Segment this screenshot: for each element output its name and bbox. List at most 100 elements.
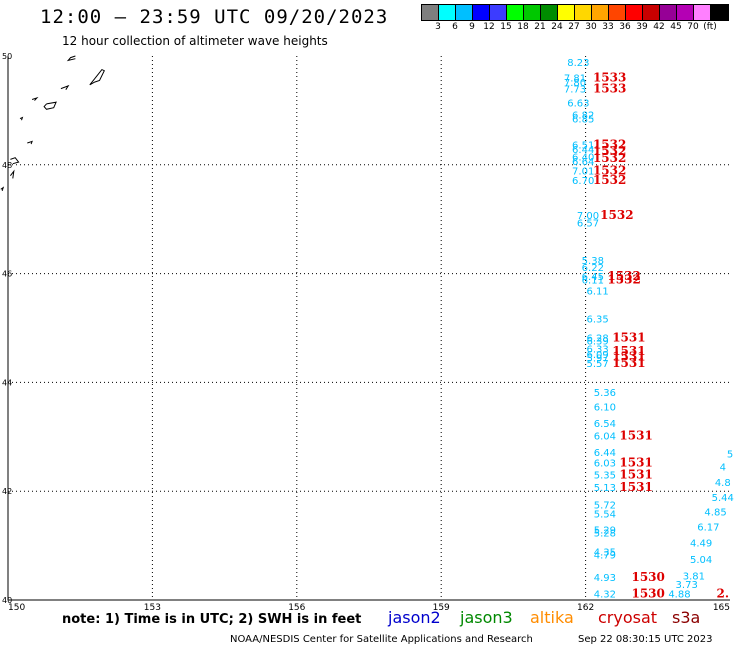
- color-scale-label: 42: [653, 22, 665, 32]
- pass-time-value: 1532: [607, 269, 640, 283]
- wave-height-value: 6.45: [582, 272, 604, 283]
- wave-height-value: 5: [727, 449, 733, 460]
- wave-height-value: 6.35: [587, 315, 609, 326]
- island-outline: [60, 84, 70, 90]
- color-scale-swatch: [626, 5, 643, 20]
- map-frame: [7, 56, 730, 601]
- lat-tick-label: 42: [2, 487, 12, 496]
- pass-time-value: 1532: [600, 208, 633, 222]
- color-scale-swatch: [694, 5, 711, 20]
- wave-height-value: 5.54: [594, 509, 616, 520]
- wave-height-value: 6.44: [572, 145, 594, 156]
- color-scale-swatch: [575, 5, 592, 20]
- lon-tick-label: 150: [8, 603, 25, 613]
- color-scale-label: 21: [534, 22, 546, 32]
- color-scale-label: 33: [602, 22, 614, 32]
- tick-labels: 150 153 156 159 162 165 50 48 46 44 42 40: [2, 52, 730, 613]
- satellite-label: s3a: [672, 608, 701, 627]
- color-scale-swatch: [490, 5, 507, 20]
- grid-layer: [8, 56, 730, 600]
- island-outline: [89, 68, 105, 86]
- generated-timestamp: Sep 22 08:30:15 UTC 2023: [578, 634, 713, 645]
- pass-time-value: 1530: [631, 586, 664, 600]
- lon-tick-label: 165: [713, 603, 730, 613]
- color-scale-swatch: [711, 5, 728, 20]
- pass-time-value: 1530: [631, 570, 664, 584]
- color-scale-label: 15: [500, 22, 512, 32]
- lon-tick-label: 162: [577, 603, 594, 613]
- wave-height-value: 8.23: [567, 58, 589, 69]
- lat-tick-label: 48: [2, 161, 12, 170]
- wave-height-value: 6.11: [582, 275, 604, 286]
- wave-height-value: 4.88: [668, 589, 690, 600]
- page-title: 12:00 – 23:59 UTC 09/20/2023: [40, 6, 389, 28]
- wave-height-value: 7.80: [564, 78, 586, 89]
- island-outline: [19, 116, 24, 121]
- credit-text: NOAA/NESDIS Center for Satellite Applica…: [230, 634, 533, 645]
- color-scale-swatch: [473, 5, 490, 20]
- color-scale-label: 6: [452, 22, 458, 32]
- wave-height-value: 6.39: [587, 336, 609, 347]
- pass-time-labels: 1533153315321532153215321532153215321532…: [593, 71, 729, 601]
- island-outline: [0, 186, 5, 192]
- wave-height-value: 4.49: [690, 539, 712, 550]
- color-scale-label: 9: [469, 22, 475, 32]
- footer-note: note: 1) Time is in UTC; 2) SWH is in fe…: [62, 612, 362, 627]
- pass-time-value: 1531: [612, 356, 645, 370]
- pass-time-value: 1532: [593, 144, 626, 158]
- pass-time-value: 1531: [612, 344, 645, 358]
- pass-time-value: 1532: [607, 272, 640, 286]
- wave-height-value: 6.28: [587, 334, 609, 345]
- color-scale-swatch: [609, 5, 626, 20]
- lon-tick-label: 159: [433, 603, 450, 613]
- pass-time-value: 1532: [593, 137, 626, 151]
- island-outline: [27, 140, 33, 145]
- wave-height-value: 6.40: [572, 152, 594, 163]
- color-scale-swatch: [643, 5, 660, 20]
- color-scale-swatch: [660, 5, 677, 20]
- wave-height-value: 6.64: [572, 157, 594, 168]
- wave-height-value: 5.72: [594, 501, 616, 512]
- wave-height-value: 6.70: [572, 176, 594, 187]
- lat-tick-label: 50: [2, 52, 12, 61]
- wave-height-value: 6.33: [587, 344, 609, 355]
- pass-time-value: 1532: [593, 164, 626, 178]
- wave-height-value: 3.73: [676, 580, 698, 591]
- wave-height-value: 4.8: [715, 478, 731, 489]
- satellite-label: jason3: [460, 608, 513, 627]
- color-scale-label: 45: [670, 22, 682, 32]
- wave-height-value: 6.09: [587, 350, 609, 361]
- pass-time-value: 1531: [612, 331, 645, 345]
- color-scale-swatch: [558, 5, 575, 20]
- wave-height-labels: 8.237.817.807.736.636.826.856.516.446.40…: [564, 58, 734, 600]
- page-subtitle: 12 hour collection of altimeter wave hei…: [62, 34, 328, 48]
- wave-height-value: 4: [720, 463, 726, 474]
- pass-time-value: 1531: [619, 456, 652, 470]
- island-outline: [66, 55, 76, 62]
- wave-height-value: 6.03: [594, 459, 616, 470]
- wave-height-value: 6.54: [594, 419, 616, 430]
- color-scale-swatch: [677, 5, 694, 20]
- wave-height-value: 5.97: [587, 354, 609, 365]
- color-scale-swatch: [507, 5, 524, 20]
- island-outline: [31, 96, 39, 101]
- color-scale-swatch: [439, 5, 456, 20]
- satellite-label: cryosat: [598, 608, 658, 627]
- wave-height-value: 6.22: [582, 263, 604, 274]
- color-scale-swatch: [422, 5, 439, 20]
- color-scale-swatch: [456, 5, 473, 20]
- color-scale-label: 3: [435, 22, 441, 32]
- color-scale-label: 36: [619, 22, 631, 32]
- color-scale-label: 27: [568, 22, 580, 32]
- wave-height-value: 6.44: [594, 448, 616, 459]
- lon-tick-label: 156: [288, 603, 305, 613]
- color-scale-swatch: [592, 5, 609, 20]
- pass-time-value: 1531: [612, 350, 645, 364]
- lat-tick-label: 46: [2, 270, 12, 279]
- wave-height-value: 4.35: [594, 547, 616, 558]
- wave-height-value: 6.11: [587, 286, 609, 297]
- wave-height-value: 4.93: [594, 573, 616, 584]
- wave-height-value: 6.10: [594, 403, 616, 414]
- satellite-label: jason2: [388, 608, 441, 627]
